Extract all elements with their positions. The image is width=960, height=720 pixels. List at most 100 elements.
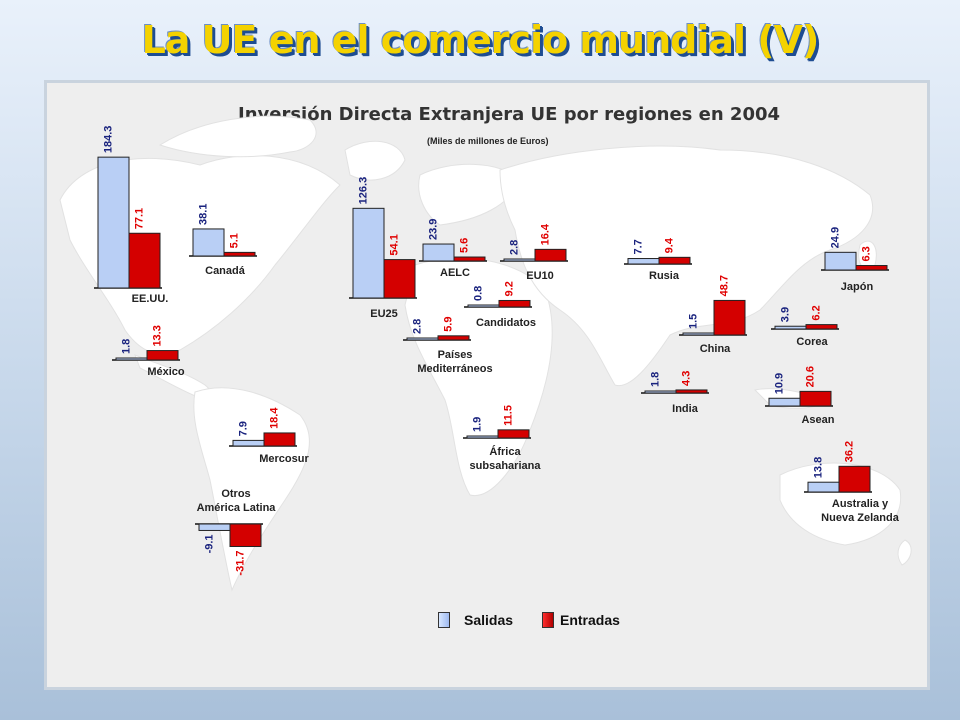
value-label-entradas-australia-y-nueva-zelanda: 36.2 bbox=[844, 441, 856, 462]
legend-label-entradas: Entradas bbox=[560, 612, 620, 628]
value-label-salidas-candidatos: 0.8 bbox=[473, 286, 485, 301]
bar-entradas-china bbox=[713, 299, 746, 336]
value-label-salidas-mercosur: 7.9 bbox=[238, 421, 250, 436]
bar-entradas-canada bbox=[223, 251, 256, 257]
value-label-salidas-corea: 3.9 bbox=[780, 307, 792, 322]
value-label-entradas-canada: 5.1 bbox=[229, 233, 241, 248]
chart-title: Inversión Directa Extranjera UE por regi… bbox=[238, 104, 781, 125]
region-label-paises-mediterraneos: Países bbox=[438, 349, 473, 361]
value-label-salidas-australia-y-nueva-zelanda: 13.8 bbox=[813, 457, 825, 478]
legend-salidas: Salidas bbox=[438, 612, 513, 628]
chart-labels: 184.3 77.1 EE.UU. 38.1 5.1 Canadá 1.8 13.3 Méxic… bbox=[103, 126, 900, 576]
bar-salidas-candidatos bbox=[467, 304, 500, 308]
value-label-salidas-india: 1.8 bbox=[650, 372, 662, 387]
region-label-africa-subsahariana: subsahariana bbox=[470, 460, 542, 472]
value-label-salidas-otros-america-latina: -9.1 bbox=[204, 534, 216, 553]
region-label-africa-subsahariana: África bbox=[489, 445, 521, 458]
value-label-salidas-paises-mediterraneos: 2.8 bbox=[412, 319, 424, 334]
region-label-otros-america-latina: América Latina bbox=[197, 502, 277, 514]
value-label-salidas-ee-uu: 184.3 bbox=[103, 126, 115, 154]
bar-salidas-mercosur bbox=[232, 439, 265, 447]
value-label-salidas-rusia: 7.7 bbox=[633, 239, 645, 254]
bar-entradas-paises-mediterraneos bbox=[437, 335, 470, 341]
bar-salidas-canada bbox=[192, 228, 225, 257]
value-label-salidas-africa-subsahariana: 1.9 bbox=[472, 417, 484, 432]
value-label-salidas-china: 1.5 bbox=[688, 314, 700, 329]
value-label-entradas-aelc: 5.6 bbox=[459, 238, 471, 253]
value-label-entradas-mercosur: 18.4 bbox=[269, 407, 281, 429]
value-label-entradas-india: 4.3 bbox=[681, 371, 693, 386]
bar-salidas-africa-subsahariana bbox=[466, 435, 499, 439]
region-label-otros-america-latina: Otros bbox=[221, 488, 250, 500]
bar-entradas-rusia bbox=[658, 256, 691, 265]
bar-salidas-ee-uu bbox=[97, 156, 130, 289]
bar-salidas-corea bbox=[774, 325, 807, 330]
value-label-entradas-africa-subsahariana: 11.5 bbox=[503, 405, 515, 426]
chart-subtitle: (Miles de millones de Euros) bbox=[427, 136, 549, 146]
bar-entradas-candidatos bbox=[498, 299, 531, 308]
legend-entradas: Entradas bbox=[542, 612, 620, 628]
region-label-australia-y-nueva-zelanda: Australia y bbox=[832, 498, 889, 510]
region-label-australia-y-nueva-zelanda: Nueva Zelanda bbox=[821, 512, 900, 524]
value-label-entradas-china: 48.7 bbox=[719, 275, 731, 296]
bar-entradas-eu25 bbox=[383, 259, 416, 299]
slide-title: La UE en el comercio mundial (V) bbox=[141, 18, 820, 62]
region-label-asean: Asean bbox=[801, 414, 834, 426]
bar-salidas-asean bbox=[768, 397, 801, 407]
legend-swatch-salidas bbox=[438, 612, 450, 628]
bar-salidas-otros-america-latina bbox=[198, 523, 231, 531]
value-label-entradas-eu25: 54.1 bbox=[389, 234, 401, 255]
value-label-salidas-eu25: 126.3 bbox=[358, 177, 370, 205]
bar-entradas-aelc bbox=[453, 256, 486, 262]
region-label-mexico: México bbox=[147, 366, 185, 378]
value-label-salidas-canada: 38.1 bbox=[198, 204, 210, 225]
bar-salidas-eu25 bbox=[352, 207, 385, 299]
region-label-japon: Japón bbox=[841, 281, 874, 293]
region-label-canada: Canadá bbox=[205, 265, 246, 277]
value-label-entradas-candidatos: 9.2 bbox=[504, 281, 516, 296]
region-label-aelc: AELC bbox=[440, 267, 470, 279]
region-label-mercosur: Mercosur bbox=[259, 453, 309, 465]
bar-entradas-ee-uu bbox=[128, 232, 161, 289]
bar-salidas-rusia bbox=[627, 258, 660, 265]
bar-salidas-mexico bbox=[115, 357, 148, 361]
bar-salidas-australia-y-nueva-zelanda bbox=[807, 481, 840, 493]
legend-swatch-entradas bbox=[542, 612, 554, 628]
region-label-india: India bbox=[672, 403, 699, 415]
value-label-entradas-paises-mediterraneos: 5.9 bbox=[443, 317, 455, 332]
bar-entradas-eu10 bbox=[534, 248, 567, 262]
region-label-ee-uu: EE.UU. bbox=[132, 293, 169, 305]
bar-entradas-corea bbox=[805, 324, 838, 330]
bar-entradas-india bbox=[675, 389, 708, 394]
bar-entradas-asean bbox=[799, 390, 832, 407]
value-label-entradas-corea: 6.2 bbox=[811, 305, 823, 320]
bar-entradas-australia-y-nueva-zelanda bbox=[838, 465, 871, 493]
bar-entradas-otros-america-latina bbox=[229, 523, 262, 548]
bar-salidas-japon bbox=[824, 251, 857, 271]
region-label-paises-mediterraneos: Mediterráneos bbox=[417, 363, 492, 375]
world-map bbox=[59, 115, 912, 592]
region-label-rusia: Rusia bbox=[649, 270, 680, 282]
value-label-salidas-mexico: 1.8 bbox=[121, 339, 133, 354]
bar-entradas-mercosur bbox=[263, 432, 296, 447]
value-label-entradas-japon: 6.3 bbox=[861, 246, 873, 261]
region-label-china: China bbox=[700, 343, 731, 355]
value-label-salidas-aelc: 23.9 bbox=[428, 219, 440, 240]
legend-label-salidas: Salidas bbox=[464, 612, 514, 628]
bar-entradas-mexico bbox=[146, 350, 179, 361]
value-label-entradas-ee-uu: 77.1 bbox=[134, 208, 146, 229]
value-label-salidas-japon: 24.9 bbox=[830, 227, 842, 248]
region-label-corea: Corea bbox=[796, 336, 828, 348]
bar-salidas-india bbox=[644, 390, 677, 394]
value-label-entradas-asean: 20.6 bbox=[805, 366, 817, 387]
bar-salidas-aelc bbox=[422, 243, 455, 262]
bar-salidas-paises-mediterraneos bbox=[406, 337, 439, 341]
region-label-eu10: EU10 bbox=[526, 270, 554, 282]
value-label-entradas-eu10: 16.4 bbox=[540, 223, 552, 245]
bar-entradas-africa-subsahariana bbox=[497, 429, 530, 439]
chart-bars bbox=[94, 156, 889, 548]
value-label-entradas-mexico: 13.3 bbox=[152, 325, 164, 346]
value-label-entradas-otros-america-latina: -31.7 bbox=[235, 551, 247, 576]
region-label-candidatos: Candidatos bbox=[476, 317, 536, 329]
